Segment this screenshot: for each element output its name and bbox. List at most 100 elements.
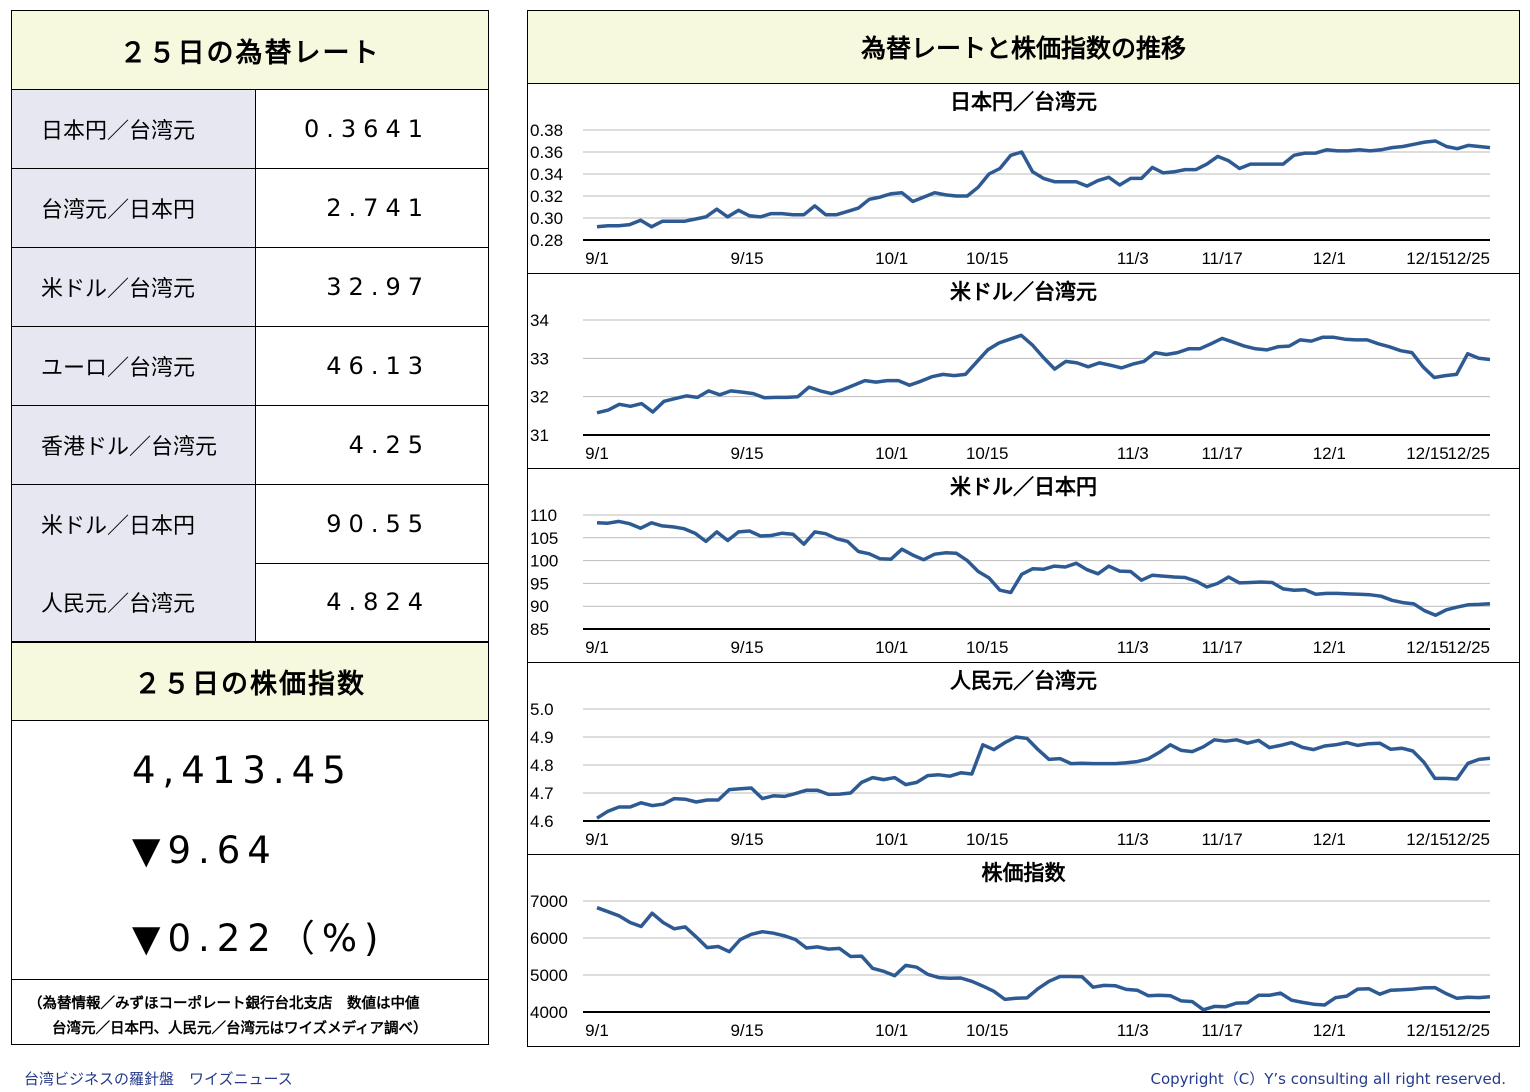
- x-tick-label: 12/25: [1447, 444, 1490, 463]
- x-tick-label: 9/15: [730, 444, 763, 463]
- x-tick-label: 10/1: [875, 1021, 908, 1040]
- x-tick-label: 12/1: [1313, 249, 1346, 268]
- x-tick-label: 12/15: [1406, 1021, 1449, 1040]
- index-value: 4,413.45: [132, 749, 353, 792]
- series-line: [596, 519, 1491, 618]
- x-tick-label: 10/1: [875, 638, 908, 657]
- x-tick-label: 11/3: [1117, 444, 1149, 463]
- y-tick-label: 4.8: [530, 756, 554, 775]
- x-tick-label: 12/25: [1447, 249, 1490, 268]
- line-chart-svg: 5.0 4.9 4.8 4.7 4.6 9/1 9/15 10/1 10/15 11/3 11/17…: [530, 700, 1491, 849]
- line-chart-svg: 34 33 32 31 9/1 9/15 10/1 10/15 11/3 11/17 12/1 12/…: [530, 311, 1491, 463]
- x-tick-label: 9/1: [585, 249, 609, 268]
- rate-label: 人民元／台湾元: [12, 563, 256, 642]
- footer-site-name: 台湾ビジネスの羅針盤 ワイズニュース: [24, 1070, 293, 1088]
- y-tick-label: 100: [530, 552, 558, 571]
- x-tick-label: 11/17: [1201, 638, 1242, 657]
- x-tick-label: 12/25: [1447, 638, 1490, 657]
- rate-value: 4.25: [348, 430, 430, 459]
- chart-panel-title: 為替レートと株価指数の推移: [528, 11, 1519, 84]
- x-tick-label: 11/17: [1201, 1021, 1242, 1040]
- rates-title: ２５日の為替レート: [12, 11, 488, 90]
- x-tick-label: 9/15: [730, 1021, 763, 1040]
- series-line: [596, 906, 1491, 1012]
- x-tick-label: 12/25: [1447, 830, 1490, 849]
- left-panel: ２５日の為替レート 日本円／台湾元 0.3641 台湾元／日本円 2.741 米ドル／台…: [11, 10, 489, 1045]
- y-tick-label: 6000: [530, 929, 568, 948]
- y-tick-label: 0.36: [530, 143, 563, 162]
- line-chart-svg: 7000 6000 5000 4000 9/1 9/15 10/1 10/15 11/3 11/1…: [530, 892, 1491, 1040]
- y-tick-label: 7000: [530, 892, 568, 911]
- y-tick-label: 95: [530, 574, 549, 593]
- rate-row: 米ドル／日本円 90.55: [12, 484, 488, 564]
- x-tick-label: 9/15: [730, 830, 763, 849]
- source-note: （為替情報／みずほコーポレート銀行台北支店 数値は中値 台湾元／日本円、人民元／…: [12, 979, 488, 1045]
- rate-label: 米ドル／台湾元: [12, 247, 256, 326]
- rate-row: 人民元／台湾元 4.824: [12, 563, 488, 643]
- x-tick-label: 12/1: [1313, 1021, 1346, 1040]
- chart-2: 米ドル／台湾元 34 33 32 31 9/1 9/15 10/1 10/15 11/3 11/17…: [528, 274, 1519, 469]
- x-tick-label: 11/3: [1117, 638, 1149, 657]
- rate-label: 日本円／台湾元: [12, 90, 256, 168]
- x-tick-label: 10/15: [966, 444, 1009, 463]
- y-tick-label: 4.6: [530, 812, 554, 831]
- chart-title: 株価指数: [981, 861, 1066, 885]
- rate-value: 0.3641: [304, 115, 430, 143]
- index-change: ▼9.64: [132, 829, 278, 872]
- y-tick-label: 105: [530, 529, 558, 548]
- x-tick-label: 10/1: [875, 830, 908, 849]
- rate-label: 台湾元／日本円: [12, 168, 256, 247]
- y-tick-label: 0.30: [530, 209, 563, 228]
- y-tick-label: 0.28: [530, 231, 563, 250]
- rate-label: 米ドル／日本円: [12, 484, 256, 563]
- y-tick-label: 110: [530, 506, 557, 525]
- rate-value: 4.824: [326, 588, 430, 617]
- source-line-1: （為替情報／みずほコーポレート銀行台北支店 数値は中値: [28, 996, 420, 1012]
- line-chart-svg: 110 105 100 95 90 85 9/1 9/15 10/1 10/15 11/3 11/17…: [530, 506, 1491, 657]
- x-tick-label: 9/15: [730, 638, 763, 657]
- x-tick-label: 12/15: [1406, 444, 1449, 463]
- y-tick-label: 85: [530, 620, 549, 639]
- rate-value: 2.741: [326, 193, 430, 222]
- rate-label: ユーロ／台湾元: [12, 326, 256, 405]
- x-tick-label: 12/25: [1447, 1021, 1490, 1040]
- rate-value: 90.55: [326, 509, 430, 538]
- x-tick-label: 10/15: [966, 638, 1009, 657]
- x-tick-label: 12/15: [1406, 830, 1449, 849]
- chart-5: 株価指数 7000 6000 5000 4000 9/1 9/15 10/1 10/15 11/3…: [528, 855, 1519, 1046]
- x-tick-label: 10/1: [875, 444, 908, 463]
- x-tick-label: 10/15: [966, 830, 1009, 849]
- footer-copyright: Copyright（C）Y’s consulting all right res…: [1150, 1070, 1506, 1088]
- y-tick-label: 31: [530, 426, 549, 445]
- x-tick-label: 12/1: [1313, 830, 1346, 849]
- y-tick-label: 90: [530, 597, 549, 616]
- index-change-pct: ▼0.22（%): [132, 917, 386, 960]
- x-tick-label: 11/3: [1117, 249, 1149, 268]
- y-tick-label: 0.32: [530, 187, 563, 206]
- rate-row: ユーロ／台湾元 46.13: [12, 326, 488, 406]
- rate-value: 32.97: [326, 272, 430, 301]
- chart-4: 人民元／台湾元 5.0 4.9 4.8 4.7 4.6 9/1 9/15 10/1 10/15 11…: [528, 663, 1519, 855]
- rate-row: 台湾元／日本円 2.741: [12, 168, 488, 248]
- x-tick-label: 11/17: [1201, 830, 1242, 849]
- index-title: ２５日の株価指数: [12, 642, 488, 721]
- chart-title: 米ドル／日本円: [950, 475, 1097, 499]
- rate-label: 香港ドル／台湾元: [12, 405, 256, 484]
- x-tick-label: 11/17: [1201, 444, 1242, 463]
- y-tick-label: 5.0: [530, 700, 554, 719]
- x-tick-label: 11/17: [1201, 249, 1242, 268]
- chart-title: 米ドル／台湾元: [950, 280, 1097, 304]
- rate-value: 46.13: [326, 351, 430, 380]
- chart-3: 米ドル／日本円 110 105 100 95 90 85 9/1 9/15 10/1 10/15 11…: [528, 469, 1519, 663]
- x-tick-label: 12/15: [1406, 249, 1449, 268]
- y-tick-label: 0.34: [530, 165, 563, 184]
- x-tick-label: 10/15: [966, 1021, 1009, 1040]
- x-tick-label: 11/3: [1117, 1021, 1149, 1040]
- y-tick-label: 5000: [530, 966, 568, 985]
- x-tick-label: 10/1: [875, 249, 908, 268]
- x-tick-label: 9/1: [585, 638, 609, 657]
- chart-1: 日本円／台湾元 0.38 0.36 0.34 0.32 0.30 0.28 9/1 9/15 10…: [528, 84, 1519, 274]
- chart-title: 日本円／台湾元: [950, 90, 1097, 114]
- x-tick-label: 11/3: [1117, 830, 1149, 849]
- y-tick-label: 32: [530, 388, 549, 407]
